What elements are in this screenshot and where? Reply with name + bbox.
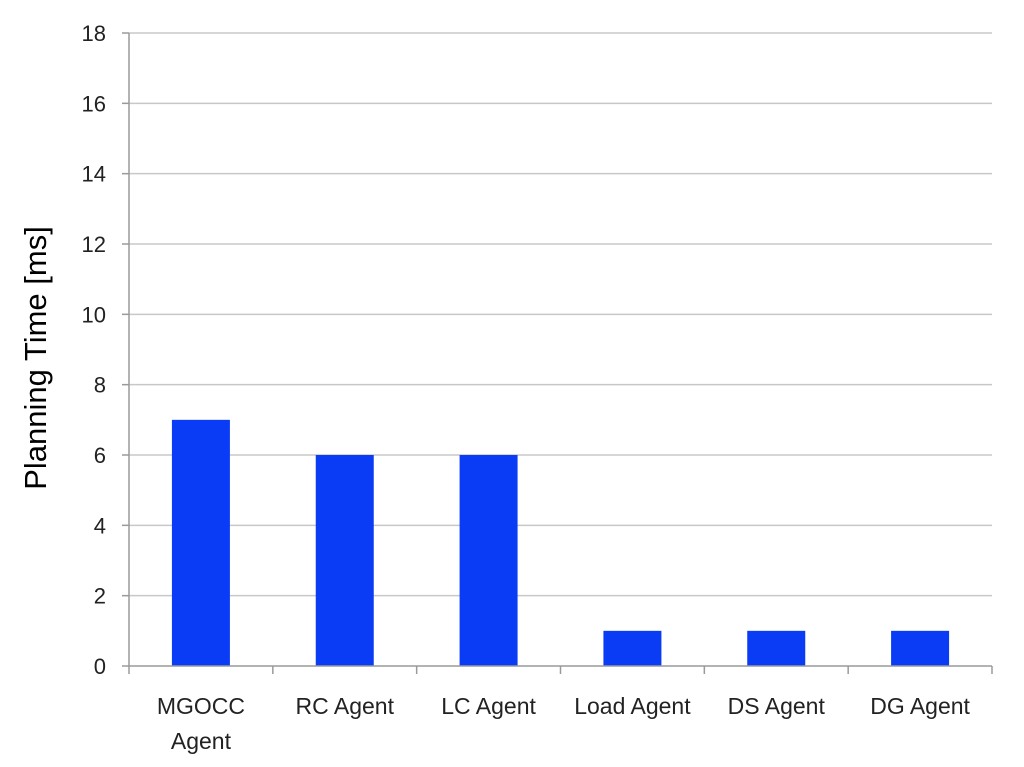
y-tick-labels: 0 2 4 6 8 10 12 14 16 18 bbox=[82, 21, 106, 679]
y-tick-label: 12 bbox=[82, 232, 106, 257]
x-category-label: DG Agent bbox=[870, 693, 970, 719]
x-category-label: Load Agent bbox=[574, 693, 691, 719]
x-category-label: DS Agent bbox=[728, 693, 826, 719]
bars bbox=[171, 419, 950, 666]
axes bbox=[122, 32, 993, 674]
y-axis-title: Planning Time [ms] bbox=[18, 226, 53, 490]
bar bbox=[891, 630, 950, 666]
x-category-label: MGOCC Agent bbox=[157, 693, 245, 754]
y-tick-label: 18 bbox=[82, 21, 106, 46]
y-tick-label: 10 bbox=[82, 302, 106, 327]
y-tick-label: 2 bbox=[94, 584, 106, 609]
bar bbox=[315, 455, 374, 666]
gridlines bbox=[129, 32, 992, 597]
y-tick-label: 0 bbox=[94, 654, 106, 679]
y-tick-label: 14 bbox=[82, 162, 106, 187]
bar bbox=[747, 630, 806, 666]
y-tick-label: 6 bbox=[94, 443, 106, 468]
bar bbox=[603, 630, 662, 666]
category-labels: MGOCC Agent RC Agent LC Agent Load Agent DS A… bbox=[157, 693, 971, 754]
y-tick-label: 4 bbox=[94, 513, 106, 538]
y-tick-label: 8 bbox=[94, 373, 106, 398]
y-tick-label: 16 bbox=[82, 91, 106, 116]
bar bbox=[171, 419, 230, 666]
bar bbox=[459, 455, 518, 666]
x-category-label: RC Agent bbox=[296, 693, 395, 719]
x-category-label: LC Agent bbox=[441, 693, 536, 719]
